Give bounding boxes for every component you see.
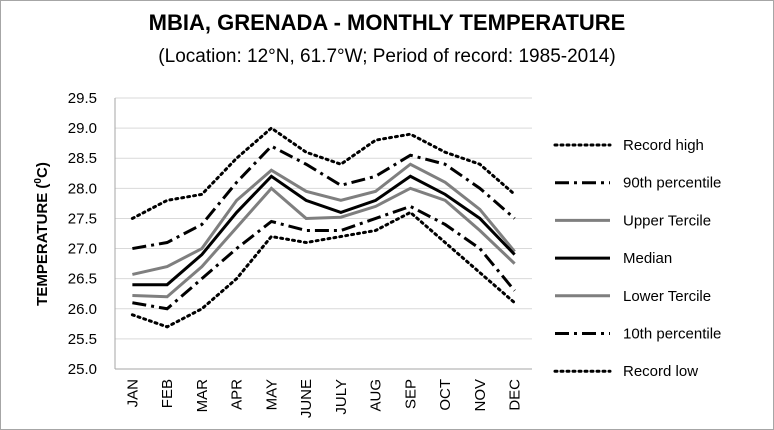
y-tick-label: 26.5 bbox=[68, 271, 97, 288]
x-tick-label: JULY bbox=[333, 379, 350, 415]
y-tick-label: 26.0 bbox=[68, 301, 97, 318]
series-line-10th-percentile bbox=[132, 204, 516, 311]
y-axis-title: TEMPERATURE (0C) bbox=[33, 162, 51, 306]
x-tick-label: FEB bbox=[159, 379, 176, 408]
y-tick-label: 28.5 bbox=[68, 150, 97, 167]
legend-label: Upper Tercile bbox=[623, 212, 711, 229]
legend: Record high 90th percentile Upper Tercile M… bbox=[553, 137, 721, 380]
y-axis-title-unit: C) bbox=[34, 162, 51, 178]
series-line-90th-percentile bbox=[132, 144, 516, 251]
series-line-median bbox=[132, 174, 516, 287]
series-line-lower-tercile bbox=[132, 186, 516, 299]
x-tick-label: NOV bbox=[472, 379, 489, 412]
x-tick-label: APR bbox=[229, 379, 246, 410]
axes bbox=[114, 98, 532, 370]
legend-label: Record high bbox=[623, 137, 704, 154]
y-tick-label: 27.0 bbox=[68, 241, 97, 258]
y-tick-labels: 25.0 25.5 26.0 26.5 27.0 27.5 28.0 28.5 29.0 29.5 bbox=[68, 90, 97, 378]
x-tick-label: MAY bbox=[263, 379, 280, 410]
y-axis-title-main: TEMPERATURE ( bbox=[34, 184, 51, 306]
y-tick-label: 28.0 bbox=[68, 180, 97, 197]
x-tick-label: JAN bbox=[124, 379, 141, 407]
x-tick-label: MAR bbox=[194, 379, 211, 413]
y-tick-label: 29.0 bbox=[68, 120, 97, 137]
y-axis-title-superscript: 0 bbox=[33, 178, 44, 184]
series-line-record-high bbox=[130, 126, 517, 220]
series-line-upper-tercile bbox=[132, 162, 516, 276]
x-tick-label: OCT bbox=[437, 379, 454, 411]
chart-subtitle: (Location: 12°N, 61.7°W; Period of recor… bbox=[158, 46, 615, 67]
x-tick-label: AUG bbox=[368, 379, 385, 412]
x-tick-label: JUNE bbox=[298, 379, 315, 418]
legend-label: 90th percentile bbox=[623, 175, 721, 192]
x-tick-labels: JAN FEB MAR APR MAY JUNE JULY AUG SEP OCT NOV DEC bbox=[124, 379, 523, 418]
y-tick-label: 25.5 bbox=[68, 331, 97, 348]
x-tick-label: SEP bbox=[402, 379, 419, 409]
x-tick-label: DEC bbox=[507, 379, 524, 411]
legend-label: 10th percentile bbox=[623, 326, 721, 343]
legend-label: Record low bbox=[623, 363, 698, 380]
chart-title: MBIA, GRENADA - MONTHLY TEMPERATURE bbox=[149, 10, 626, 35]
series-line-record-low bbox=[130, 210, 517, 329]
series-lines bbox=[130, 126, 517, 329]
y-tick-label: 25.0 bbox=[68, 361, 97, 378]
y-tick-label: 27.5 bbox=[68, 210, 97, 227]
legend-label: Lower Tercile bbox=[623, 288, 711, 305]
y-tick-label: 29.5 bbox=[68, 90, 97, 107]
legend-label: Median bbox=[623, 250, 672, 267]
